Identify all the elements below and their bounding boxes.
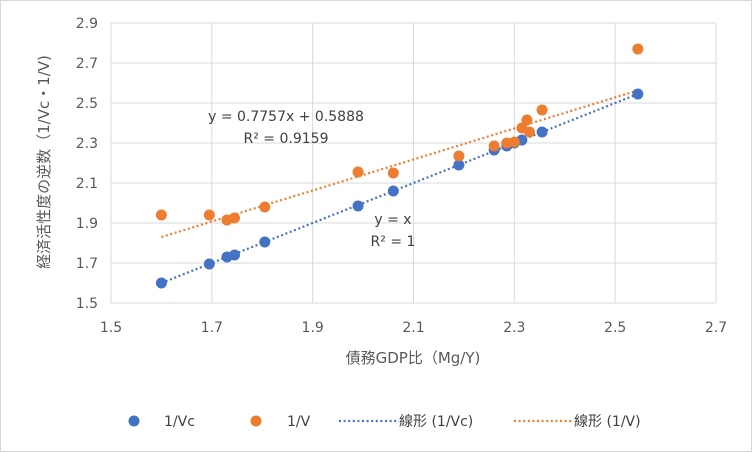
data-point-vc — [259, 236, 271, 248]
x-tick-labels: 1.5 1.7 1.9 2.1 2.3 2.5 2.7 — [100, 320, 727, 336]
data-point-vc — [453, 159, 465, 171]
legend-label-v: 1/V — [287, 414, 311, 430]
legend-marker-v — [250, 415, 262, 427]
data-point-v — [453, 150, 465, 162]
data-point-v — [203, 209, 215, 221]
data-point-vc — [155, 277, 167, 289]
y-tick-labels: 1.5 1.7 1.9 2.1 2.3 2.5 2.7 2.9 — [76, 16, 98, 312]
x-tick-label: 2.3 — [503, 320, 525, 336]
y-tick-label: 2.7 — [76, 56, 98, 72]
data-point-vc — [632, 88, 644, 100]
data-point-v — [523, 126, 535, 138]
legend-label-trend-v: 線形 (1/V) — [574, 414, 641, 430]
x-tick-label: 1.5 — [100, 320, 122, 336]
x-axis-title: 債務GDP比（Mg/Y) — [346, 349, 481, 367]
data-point-vc — [203, 258, 215, 270]
data-point-vc — [536, 126, 548, 138]
data-points — [155, 43, 644, 289]
data-point-v — [488, 140, 500, 152]
y-tick-label: 2.3 — [76, 136, 98, 152]
y-tick-label: 1.7 — [76, 256, 98, 272]
legend: 1/Vc 1/V 線形 (1/Vc) 線形 (1/V) — [128, 414, 641, 430]
trendline-v — [161, 89, 639, 239]
data-point-vc — [229, 249, 241, 261]
data-point-v — [521, 114, 533, 126]
data-point-v — [259, 201, 271, 213]
x-tick-label: 2.5 — [604, 320, 626, 336]
x-tick-label: 2.7 — [705, 320, 727, 336]
x-tick-label: 2.1 — [402, 320, 424, 336]
data-point-v — [536, 104, 548, 116]
data-point-v — [387, 167, 399, 179]
y-tick-label: 2.5 — [76, 96, 98, 112]
y-tick-label: 1.5 — [76, 296, 98, 312]
data-point-v — [632, 43, 644, 55]
gridlines — [110, 22, 717, 304]
data-point-v — [352, 166, 364, 178]
y-tick-label: 1.9 — [76, 216, 98, 232]
legend-marker-vc — [128, 415, 140, 427]
y-tick-label: 2.1 — [76, 176, 98, 192]
data-point-v — [229, 212, 241, 224]
y-tick-label: 2.9 — [76, 16, 98, 32]
data-point-v — [508, 136, 520, 148]
trend-equation-v: y = 0.7757x + 0.5888 — [208, 109, 364, 125]
trend-r2-v: R² = 0.9159 — [244, 131, 329, 147]
trend-r2-vc: R² = 1 — [371, 234, 416, 250]
y-axis-title: 経済活性度の逆数（1/Vc・1/V) — [35, 55, 53, 269]
legend-label-vc: 1/Vc — [164, 414, 195, 430]
trendlines — [161, 89, 639, 285]
data-point-v — [155, 209, 167, 221]
x-tick-label: 1.7 — [201, 320, 223, 336]
trend-equation-vc: y = x — [374, 212, 411, 228]
x-tick-label: 1.9 — [302, 320, 324, 336]
data-point-vc — [352, 200, 364, 212]
data-point-vc — [387, 185, 399, 197]
legend-label-trend-vc: 線形 (1/Vc) — [399, 414, 473, 430]
